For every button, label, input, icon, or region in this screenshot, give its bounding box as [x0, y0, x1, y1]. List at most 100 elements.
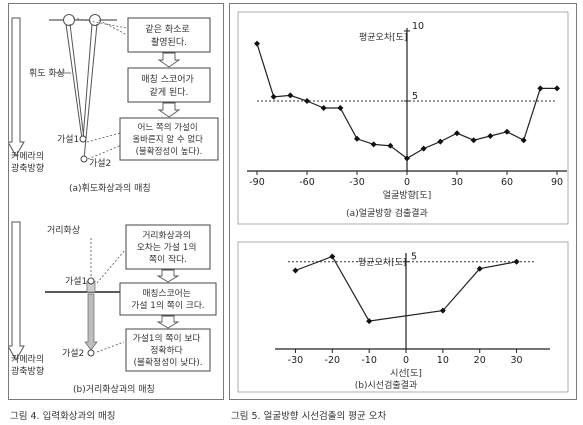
flow-arrow-a1 [157, 52, 181, 68]
b-data-point [513, 258, 520, 265]
label-range-image: 거리화상 [47, 225, 80, 236]
label-camera-axis-a-1: 카메라의 [11, 151, 44, 162]
svg-text:카메라의 광축방향: 카메라의 광축방향 [11, 151, 47, 174]
a-ytick-label: 5 [412, 91, 418, 102]
a-xtick-label: 90 [551, 177, 563, 188]
a-data-point [304, 98, 310, 104]
hypothesis-1-point-b [87, 277, 95, 285]
label-camera-axis-a-2: 광축방향 [11, 162, 44, 174]
a-data-point [420, 145, 427, 152]
svg-text:같은 화소로 촬영된다.: 같은 화소로 촬영된다. [145, 23, 192, 48]
a-data-point [487, 133, 494, 139]
chart-a-ylabel: 평균오차[도] [359, 31, 407, 43]
a-data-point [454, 130, 460, 137]
label-camera-axis-b-2: 광축방향 [11, 365, 44, 377]
chart-b-frame [237, 241, 569, 393]
a-data-point [370, 141, 377, 148]
hypothesis-2-point-b [87, 349, 95, 357]
chart-b-caption: (b)시선검출결과 [355, 379, 417, 391]
box-b3 [125, 328, 211, 372]
box-b1 [125, 224, 211, 270]
svg-text:매칭 스코어가 같게 된다.: 매칭 스코어가 같게 된다. [141, 74, 196, 98]
a-data-point [404, 155, 410, 162]
a-xtick-label: -60 [299, 177, 315, 188]
camera-axis-arrow-a [9, 17, 25, 158]
chart-b-xlabel: 시선[도] [390, 368, 422, 379]
hypothesis-2-point-a [80, 155, 88, 163]
b-data-point [329, 253, 336, 260]
a-xtick-label: 60 [501, 177, 513, 188]
svg-text:매칭스코어는 가설 1의 쪽이 크다.: 매칭스코어는 가설 1의 쪽이 크다. [131, 288, 204, 311]
b-xtick-label: 10 [437, 355, 449, 366]
a-data-point [554, 85, 560, 92]
a-data-point [387, 142, 394, 149]
a-xtick-label: 30 [451, 177, 463, 188]
a-data-point [337, 105, 344, 111]
label-brightness-image: 휘도 화상 [29, 68, 65, 79]
box-a1-line2: 촬영된다. [151, 36, 187, 48]
flow-arrow-a2 [157, 102, 181, 118]
a-ytick-label: 10 [412, 21, 424, 32]
box-b1-line1: 거리화상과의 [142, 230, 191, 241]
b-xtick-label: -20 [325, 355, 341, 366]
box-a3-line3: (불확정성이 높다). [136, 146, 203, 157]
b-data-point [439, 307, 446, 314]
label-hyp1-a: 가설1 [57, 134, 79, 145]
box-b1-line3: 쪽이 작다. [149, 254, 187, 265]
b-xtick-label: 20 [474, 355, 486, 366]
a-xtick-label: -90 [249, 177, 265, 188]
chart-a-caption: (a)얼굴방향 검출결과 [346, 207, 428, 219]
flow-arrow-b1 [156, 269, 180, 283]
figure-4-diagram: 같은 화소로 촬영된다. 매칭 스코어가 같게 된다. 어느 쪽의 가설이 올바… [9, 14, 219, 395]
figure-4-caption: 그림 4. 입력화상과의 매칭 [10, 411, 116, 422]
box-a2-line1: 매칭 스코어가 [141, 74, 194, 85]
box-a3 [119, 117, 219, 161]
svg-text:어느 쪽의 가설이 올바른지 알 수 없다: 어느 쪽의 가설이 올바른지 알 수 없다 (불확정성이 높다). [132, 122, 205, 157]
a-data-point [287, 92, 294, 99]
caption-panel-b: (b)거리화상과의 매칭 [73, 384, 155, 395]
error-bar-hyp2 [84, 293, 98, 351]
b-data-point [366, 318, 373, 325]
a-data-point [270, 93, 277, 100]
label-hyp1-b: 가설1 [65, 276, 87, 287]
box-a1-line1: 같은 화소로 [145, 23, 189, 35]
chart-b-ylabel: 평균오차[도] [358, 256, 406, 268]
pixel-circle-right [89, 14, 101, 26]
box-b2-line2: 가설 1의 쪽이 크다. [131, 300, 204, 311]
figure-5-frame: -90 -60 -30 0 30 60 90 5 10 평균오차[도] 얼굴방향[도] (a)얼… [229, 3, 577, 400]
box-a2-line2: 같게 된다. [150, 86, 189, 98]
box-a3-line2: 올바른지 알 수 없다 [132, 134, 203, 145]
camera-axis-arrow-b [9, 221, 25, 362]
a-data-point [537, 85, 544, 92]
pixel-circle-left [63, 14, 75, 26]
a-data-point [520, 137, 527, 144]
b-xtick-label: 30 [511, 355, 523, 366]
chart-b-series-line [295, 255, 517, 322]
box-a3-line1: 어느 쪽의 가설이 [138, 122, 198, 133]
chart-b: -30 -20 -10 0 10 20 30 5 평균오차[도] 시선[도] (b)시선검출결… [275, 252, 550, 391]
a-xtick-label: 0 [404, 177, 410, 188]
box-b1-line2: 오차는 가설 1의 [137, 241, 197, 253]
b-data-point [476, 265, 483, 272]
b-xtick-label: -30 [288, 355, 304, 366]
chart-a-frame [237, 11, 569, 225]
a-data-point [437, 138, 444, 145]
a-xtick-label: -30 [349, 177, 365, 188]
box-b3-line3: (불확정성이 낮다). [133, 356, 202, 368]
b-xtick-label: -10 [361, 355, 377, 366]
box-b3-line2: 정확하다 [150, 344, 182, 356]
a-data-point [504, 128, 510, 135]
figure-5-charts: -90 -60 -30 0 30 60 90 5 10 평균오차[도] 얼굴방향[도] (a)얼… [237, 11, 569, 393]
b-ytick-label: 5 [411, 252, 417, 263]
chart-a-xlabel: 얼굴방향[도] [383, 189, 431, 201]
svg-text:거리화상과의 오차는 가설 1의 쪽: 거리화상과의 오차는 가설 1의 쪽이 작다. [137, 230, 200, 265]
figure-4-frame: 같은 화소로 촬영된다. 매칭 스코어가 같게 된다. 어느 쪽의 가설이 올바… [8, 3, 224, 400]
a-data-point [354, 135, 360, 142]
svg-text:카메라의 광축방향: 카메라의 광축방향 [11, 354, 47, 377]
label-hyp2-a: 가설2 [89, 158, 111, 169]
projection-rays-a [65, 23, 98, 160]
box-b3-line1: 가설1의 쪽이 보다 [133, 333, 201, 344]
leader-lines-a [72, 17, 128, 160]
label-camera-axis-b-1: 카메라의 [11, 354, 44, 365]
b-data-point [292, 267, 299, 274]
